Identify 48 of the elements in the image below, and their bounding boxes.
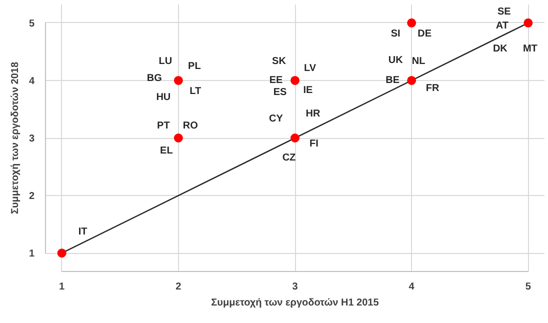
annotation: BG [146,72,162,84]
x-tick-label: 4 [408,282,415,292]
annotation: SK [272,56,287,67]
point [174,134,183,142]
annotation: CY [269,114,284,124]
annotation: SE [498,6,512,18]
annotation: DK [492,43,508,54]
annotation: LV [304,62,316,74]
annotation: HU [156,92,171,103]
annotation: LU [158,56,172,67]
annotation: MT [522,43,538,54]
annotation: CZ [282,152,296,164]
annotation: SI [390,28,401,40]
annotation: PT [157,120,170,132]
y-tick-label: 2 [28,191,35,202]
annotation: FR [426,82,440,94]
annotation: IE [303,84,314,96]
point [290,76,300,85]
point [57,248,66,258]
annotation: BE [386,74,400,86]
annotation: DE [418,28,432,40]
y-tick-label: 3 [28,134,35,144]
annotation: NL [412,56,426,67]
annotation: IT [78,226,88,238]
x-tick-label: 2 [176,282,182,292]
x-tick-label: 3 [292,282,298,292]
point [174,76,183,85]
y-tick-label: 1 [28,248,35,260]
annotation: ES [273,86,287,98]
annotation: PL [188,60,201,72]
point [524,18,533,28]
point [407,76,416,85]
x-tick-label: 1 [59,282,66,292]
y-tick-label: 5 [28,18,35,30]
annotation: EL [160,146,173,156]
annotation: AT [496,20,508,32]
x-tick-label: 5 [525,282,532,292]
point [290,134,300,142]
annotation: RO [182,120,198,132]
annotation: FI [310,138,319,150]
x-axis-title: Συμμετοχή των εργοδοτών Η1 2015 [211,298,380,308]
annotation: UK [388,54,404,66]
y-tick-label: 4 [28,76,35,87]
annotation: HR [306,108,321,120]
point [407,18,416,28]
y-axis-title: Συμμετοχή των εργοδοτών 2018 [10,62,21,214]
annotation: EE [269,74,283,86]
annotation: LT [190,86,202,97]
